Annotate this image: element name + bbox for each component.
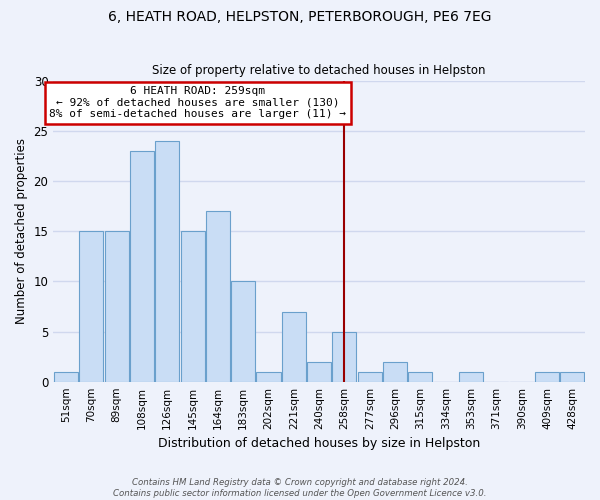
- Bar: [282, 312, 306, 382]
- Bar: [535, 372, 559, 382]
- Text: 6, HEATH ROAD, HELPSTON, PETERBOROUGH, PE6 7EG: 6, HEATH ROAD, HELPSTON, PETERBOROUGH, P…: [108, 10, 492, 24]
- Bar: [54, 372, 78, 382]
- Bar: [383, 362, 407, 382]
- X-axis label: Distribution of detached houses by size in Helpston: Distribution of detached houses by size …: [158, 437, 480, 450]
- Bar: [79, 232, 103, 382]
- Bar: [104, 232, 128, 382]
- Bar: [307, 362, 331, 382]
- Bar: [256, 372, 281, 382]
- Text: 6 HEATH ROAD: 259sqm
← 92% of detached houses are smaller (130)
8% of semi-detac: 6 HEATH ROAD: 259sqm ← 92% of detached h…: [49, 86, 346, 119]
- Bar: [206, 212, 230, 382]
- Bar: [358, 372, 382, 382]
- Bar: [231, 282, 255, 382]
- Text: Contains HM Land Registry data © Crown copyright and database right 2024.
Contai: Contains HM Land Registry data © Crown c…: [113, 478, 487, 498]
- Title: Size of property relative to detached houses in Helpston: Size of property relative to detached ho…: [152, 64, 486, 77]
- Bar: [332, 332, 356, 382]
- Bar: [409, 372, 433, 382]
- Bar: [181, 232, 205, 382]
- Bar: [560, 372, 584, 382]
- Y-axis label: Number of detached properties: Number of detached properties: [15, 138, 28, 324]
- Bar: [459, 372, 483, 382]
- Bar: [155, 141, 179, 382]
- Bar: [130, 151, 154, 382]
